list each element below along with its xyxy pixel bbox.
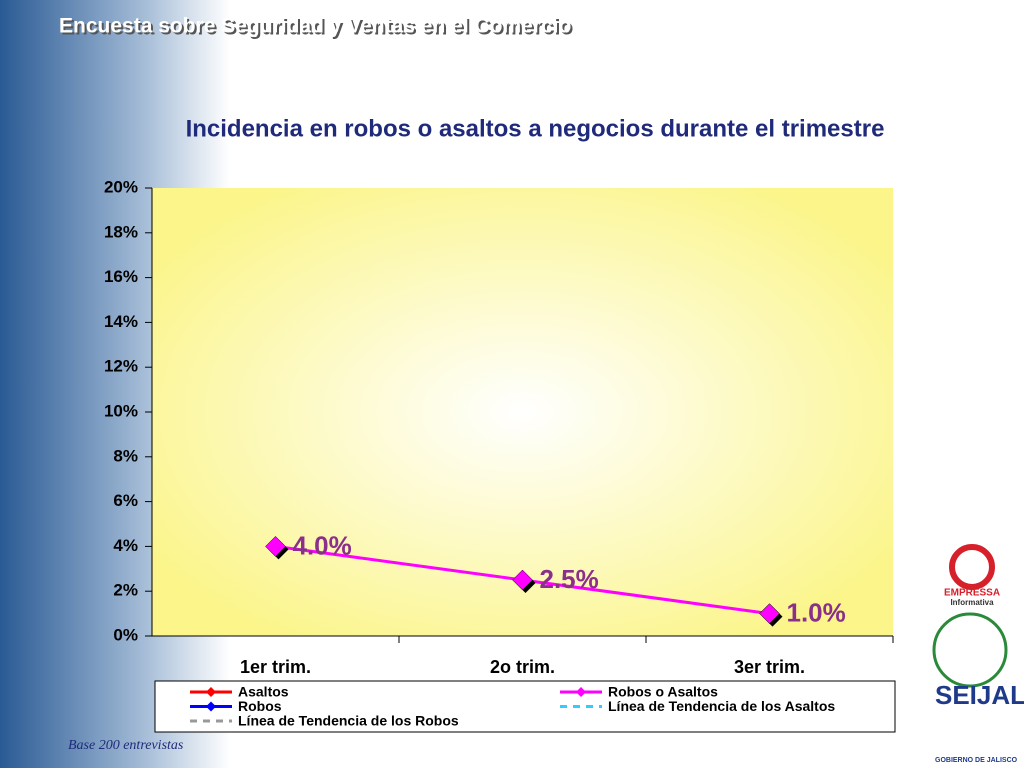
y-tick-label: 2% xyxy=(113,581,138,600)
header: Encuesta sobre Seguridad y Ventas en el … xyxy=(59,15,571,38)
legend-marker xyxy=(206,687,216,697)
legend-label: Línea de Tendencia de los Robos xyxy=(238,713,459,729)
marker xyxy=(512,569,533,591)
header-shadow: Encuesta sobre Seguridad y Ventas en el … xyxy=(61,17,573,40)
data-label: 2.5% xyxy=(540,564,599,594)
data-label: 4.0% xyxy=(293,530,352,560)
y-tick-label: 20% xyxy=(104,177,138,196)
y-tick-label: 0% xyxy=(113,625,138,644)
marker xyxy=(759,603,780,624)
legend-marker xyxy=(206,701,216,712)
y-tick-label: 16% xyxy=(104,267,138,286)
y-tick-label: 10% xyxy=(104,401,138,420)
legend-marker xyxy=(576,687,586,697)
y-tick-label: 8% xyxy=(113,446,138,465)
logo-text: Informativa xyxy=(950,598,994,607)
y-tick-label: 6% xyxy=(113,491,138,510)
y-tick-label: 18% xyxy=(104,222,138,241)
x-tick-label: 2o trim. xyxy=(490,657,555,677)
logos: EMPRESSA Informativa SEIJAL GOBIERNO DE … xyxy=(932,544,1024,764)
logo-text: GOBIERNO DE JALISCO xyxy=(935,757,1018,764)
logo-mark xyxy=(949,544,995,590)
y-tick-label: 14% xyxy=(104,312,138,331)
legend-label: Robos o Asaltos xyxy=(608,684,718,700)
plot-area xyxy=(152,188,893,636)
x-tick-label: 3er trim. xyxy=(734,657,805,677)
marker xyxy=(265,536,286,557)
logo-text: EMPRESSA xyxy=(944,588,1000,599)
footnote: Base 200 entrevistas xyxy=(68,738,184,753)
legend-label: Línea de Tendencia de los Asaltos xyxy=(608,698,835,714)
y-tick-label: 4% xyxy=(113,536,138,555)
logo-text: SEIJAL xyxy=(935,680,1024,710)
x-tick-label: 1er trim. xyxy=(240,657,311,677)
legend-label: Asaltos xyxy=(238,684,289,700)
y-tick-label: 12% xyxy=(104,357,138,376)
logo-mark xyxy=(932,612,1008,688)
chart-title: Incidencia en robos o asaltos a negocios… xyxy=(186,115,885,142)
legend-label: Robos xyxy=(238,698,282,714)
legend-box xyxy=(154,680,896,733)
data-label: 1.0% xyxy=(787,597,846,627)
